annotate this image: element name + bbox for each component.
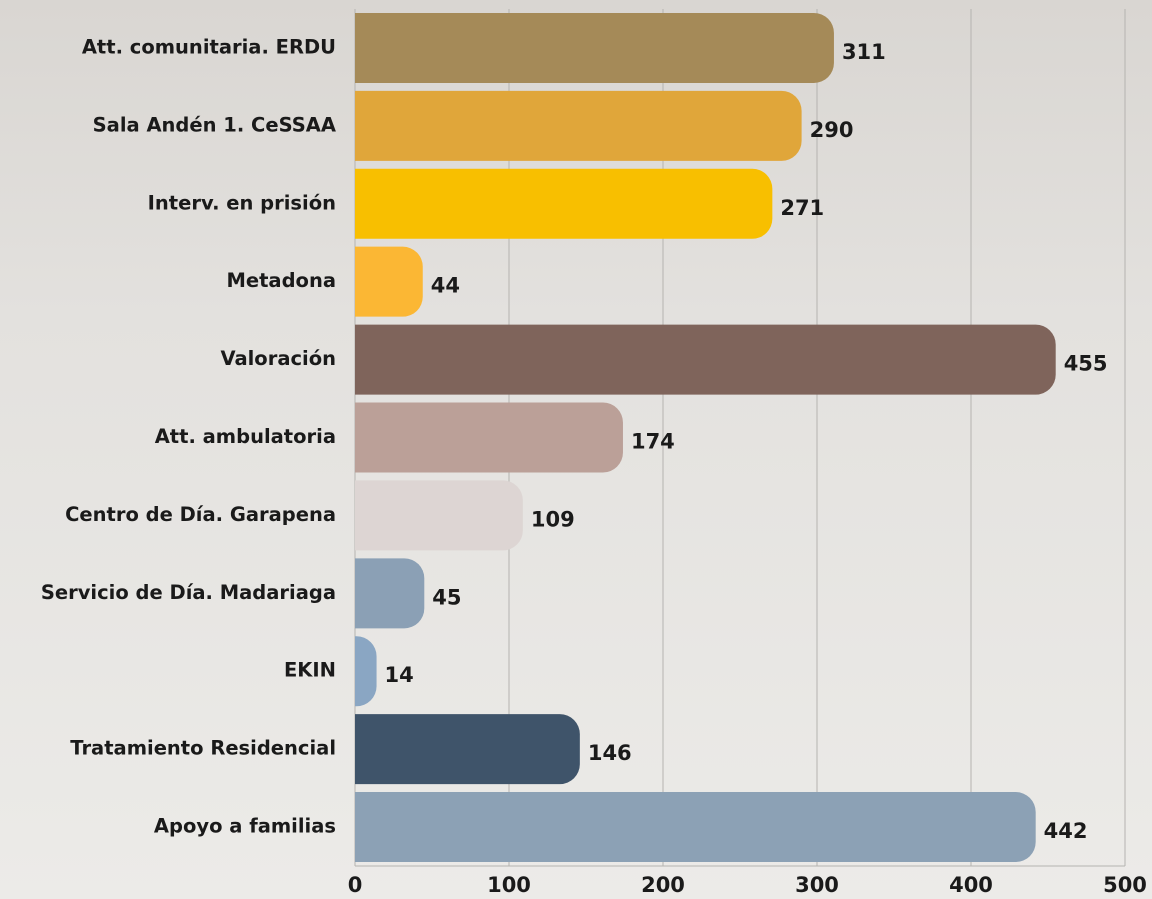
bar	[355, 480, 523, 550]
value-label: 455	[1064, 352, 1108, 376]
value-label: 442	[1044, 819, 1088, 843]
x-tick-label: 300	[795, 873, 839, 897]
bar	[355, 169, 772, 239]
x-tick-label: 100	[487, 873, 531, 897]
chart: 0 100 200 300 400 500 311 Att. comunitaria. ERD…	[0, 0, 1152, 899]
bar	[355, 636, 377, 706]
bar	[355, 325, 1056, 395]
bar	[355, 558, 424, 628]
y-tick-label: Valoración	[220, 347, 336, 370]
bar	[355, 714, 580, 784]
y-tick-label: Tratamiento Residencial	[70, 737, 336, 760]
value-label: 174	[631, 430, 675, 454]
bar	[355, 13, 834, 83]
value-label: 146	[588, 741, 632, 765]
value-label: 44	[431, 274, 460, 298]
y-tick-label: Centro de Día. Garapena	[65, 503, 336, 526]
value-label: 290	[810, 118, 854, 142]
y-tick-label: Att. comunitaria. ERDU	[82, 35, 336, 58]
y-tick-label: Metadona	[226, 269, 336, 292]
y-tick-label: Apoyo a familias	[154, 815, 336, 838]
value-label: 109	[531, 507, 575, 531]
y-tick-label: EKIN	[284, 659, 336, 682]
x-tick-label: 0	[348, 873, 363, 897]
bar	[355, 792, 1036, 862]
bar	[355, 91, 802, 161]
y-tick-label: Servicio de Día. Madariaga	[41, 581, 336, 604]
value-label: 45	[432, 585, 461, 609]
x-tick-label: 200	[641, 873, 685, 897]
x-tick-label: 400	[949, 873, 993, 897]
y-tick-label: Att. ambulatoria	[155, 425, 336, 448]
value-label: 311	[842, 40, 886, 64]
bar	[355, 247, 423, 317]
y-tick-label: Interv. en prisión	[148, 191, 336, 214]
x-tick-label: 500	[1103, 873, 1147, 897]
bar	[355, 403, 623, 473]
y-tick-label: Sala Andén 1. CeSSAA	[93, 113, 336, 136]
value-label: 14	[385, 663, 414, 687]
value-label: 271	[780, 196, 824, 220]
